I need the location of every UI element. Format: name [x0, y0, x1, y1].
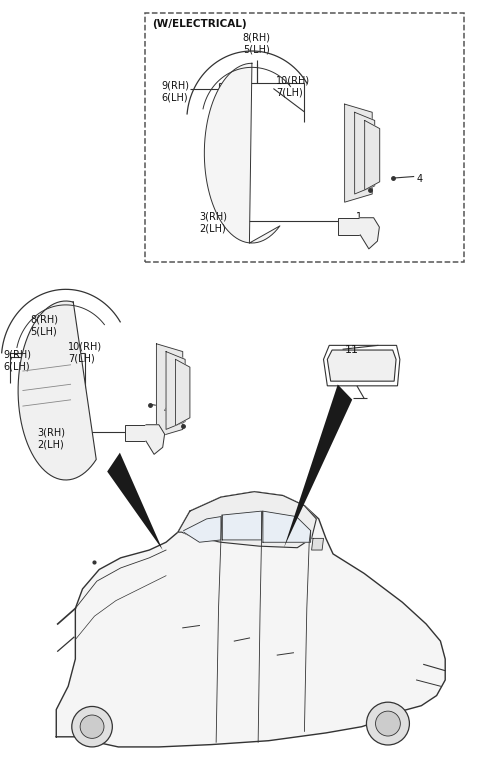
Polygon shape	[284, 384, 352, 547]
Ellipse shape	[366, 702, 409, 745]
Polygon shape	[263, 511, 311, 542]
Polygon shape	[360, 218, 379, 249]
Text: 10(RH)
7(LH): 10(RH) 7(LH)	[276, 75, 310, 98]
Text: 3(RH)
2(LH): 3(RH) 2(LH)	[37, 428, 65, 450]
Text: 1: 1	[356, 212, 361, 222]
Ellipse shape	[80, 715, 104, 738]
Polygon shape	[204, 63, 280, 243]
Polygon shape	[124, 425, 147, 441]
Text: 8(RH)
5(LH): 8(RH) 5(LH)	[30, 314, 58, 337]
Text: 3(RH)
2(LH): 3(RH) 2(LH)	[199, 212, 228, 234]
Ellipse shape	[375, 711, 400, 736]
Polygon shape	[327, 350, 396, 381]
Text: 4: 4	[417, 174, 423, 184]
Text: 10(RH)
7(LH): 10(RH) 7(LH)	[68, 341, 102, 363]
Polygon shape	[18, 301, 96, 480]
Polygon shape	[56, 492, 445, 747]
Polygon shape	[178, 492, 316, 547]
Polygon shape	[345, 104, 372, 202]
Polygon shape	[184, 516, 221, 542]
Text: 8(RH)
5(LH): 8(RH) 5(LH)	[243, 33, 271, 55]
Text: 1: 1	[140, 428, 146, 438]
Polygon shape	[222, 511, 262, 540]
Polygon shape	[107, 453, 163, 550]
Polygon shape	[365, 120, 380, 190]
Text: 4: 4	[164, 405, 170, 415]
Text: 11: 11	[345, 345, 359, 355]
Text: (W/ELECTRICAL): (W/ELECTRICAL)	[152, 19, 246, 29]
Polygon shape	[156, 344, 183, 437]
Polygon shape	[338, 218, 362, 235]
Polygon shape	[312, 538, 324, 550]
Polygon shape	[146, 425, 165, 455]
Polygon shape	[176, 359, 190, 426]
Polygon shape	[166, 351, 185, 430]
Text: 9(RH)
6(LH): 9(RH) 6(LH)	[4, 349, 32, 371]
Text: 9(RH)
6(LH): 9(RH) 6(LH)	[161, 80, 189, 103]
Polygon shape	[355, 112, 375, 194]
Ellipse shape	[72, 707, 112, 747]
